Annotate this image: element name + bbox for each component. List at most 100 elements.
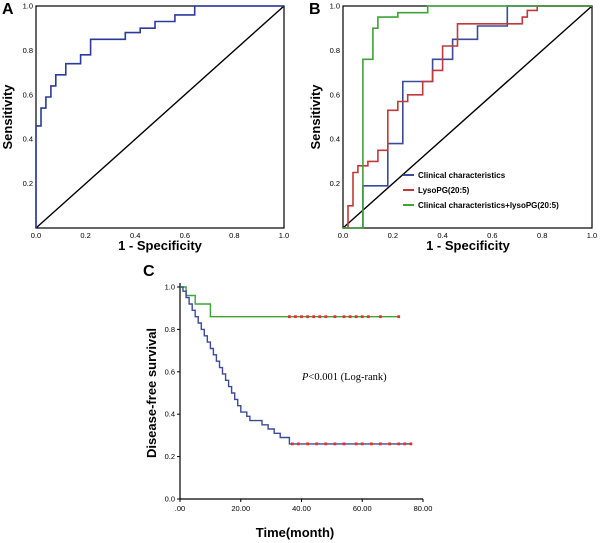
censor-marker [403,442,407,446]
panel-a-reference-line [35,5,285,229]
panel-a-x-label: 1 - Specificity [118,238,203,253]
panel-a-y-tick-label: 0.4 [23,135,33,144]
panel-b: B 0.0 0.2 0.4 0.6 0.8 1.0 0.2 0.4 0.6 0.8 1.0 Cli… [308,1,597,253]
panel-a-letter: A [2,1,14,18]
censor-marker [354,442,358,446]
panel-c-x-ticks: .00 20.00 40.00 60.00 80.00 [175,499,433,513]
panel-a-y-label: Sensitivity [0,84,15,150]
panel-c-y-tick-label: 1.0 [165,283,175,292]
panel-b-x-ticks: 0.0 0.2 0.4 0.6 0.8 1.0 [338,231,597,240]
panel-a-x-tick-label: 0.8 [229,231,239,240]
panel-c-y-label: Disease-free survival [144,328,159,458]
censor-marker [388,442,391,446]
panel-b-x-tick-label: 0.6 [487,231,497,240]
panel-c-x-tick-label: 60.00 [353,504,372,513]
panel-c-annotation: P<0.001 (Log-rank) [301,372,387,383]
panel-b-x-tick-label: 0.8 [537,231,547,240]
panel-b-y-tick-label: 0.2 [330,179,340,188]
panel-b-roc-curves [343,5,592,229]
panel-c-y-tick-label: 0.0 [165,495,175,504]
censor-marker [297,442,300,446]
censor-marker [300,315,303,319]
panel-a-y-tick-label: 0.8 [23,46,33,55]
panel-b-x-label: 1 - Specificity [426,238,511,253]
panel-b-x-tick-label: 0.2 [388,231,398,240]
censor-marker [318,315,322,319]
panel-b-y-tick-label: 0.8 [330,46,340,55]
panel-c-x-tick-label: .00 [175,504,185,513]
censor-marker [312,315,316,319]
panel-c-x-label: Time(month) [256,525,334,540]
censor-marker [397,442,401,446]
panel-c-x-tick-label: 20.00 [231,504,250,513]
panel-a-y-tick-label: 0.2 [23,179,33,188]
panel-c-censor-marks [287,315,413,446]
panel-a: A 0.0 0.2 0.4 0.6 0.8 1.0 0.2 0.4 0.6 0.8 1.0 1 -… [0,1,289,253]
panel-a-x-tick-label: 0.2 [80,231,90,240]
censor-marker [324,442,328,446]
censor-marker [360,442,364,446]
panel-a-roc-curve [35,5,284,228]
censor-marker [360,315,364,319]
censor-marker [342,442,346,446]
panel-a-y-tick-label: 0.6 [23,90,33,99]
panel-b-y-tick-label: 0.4 [330,135,340,144]
panel-a-x-ticks: 0.0 0.2 0.4 0.6 0.8 1.0 [31,231,289,240]
panel-b-x-tick-label: 0.0 [338,231,348,240]
censor-marker [366,315,370,319]
panel-c-y-tick-label: 0.6 [165,367,175,376]
panel-c-curve-blue [180,286,411,445]
panel-c-x-tick-label: 40.00 [292,504,311,513]
censor-marker [315,442,319,446]
panel-c-curve-green [180,286,399,318]
panel-c-y-tick-label: 0.2 [165,452,175,461]
panel-c-survival-curves [180,286,411,445]
censor-marker [369,442,373,446]
panel-a-y-ticks: 0.2 0.4 0.6 0.8 1.0 [23,2,33,189]
panel-b-letter: B [309,1,321,18]
panel-c-y-tick-label: 0.4 [165,410,175,419]
censor-marker [290,442,294,446]
censor-marker [324,315,328,319]
censor-marker [333,442,337,446]
censor-marker [342,315,346,319]
legend-label: Clinical characteristics [418,171,506,180]
censor-marker [333,315,337,319]
censor-marker [397,315,401,319]
panel-b-y-label: Sensitivity [308,84,323,150]
censor-marker [379,442,382,446]
panel-b-x-tick-label: 1.0 [587,231,597,240]
censor-marker [379,315,382,319]
panel-a-plot-area [35,5,285,229]
panel-b-y-tick-label: 0.6 [330,90,340,99]
panel-c-annotation-text: <0.001 (Log-rank) [308,372,387,383]
panel-c-letter: C [143,263,155,280]
panel-a-y-tick-label: 1.0 [23,2,33,11]
censor-marker [306,442,309,446]
censor-marker [409,442,413,446]
censor-marker [348,315,352,319]
panel-c: C .00 20.00 40.00 60.00 80.00 0.00.20.40.60.… [143,263,432,540]
legend-label: Clinical characteristics+lysoPG(20:5) [418,201,559,210]
legend-label: LysoPG(20:5) [418,186,470,195]
panel-c-annotation-p: P [301,372,309,383]
panel-a-x-tick-label: 0.6 [180,231,190,240]
censor-marker [354,315,358,319]
panel-a-x-tick-label: 0.0 [31,231,41,240]
panel-c-y-tick-label: 0.8 [165,325,175,334]
panel-a-x-tick-label: 1.0 [279,231,289,240]
panel-c-y-ticks: 0.0 0.2 0.4 0.6 0.8 1.0 [165,283,180,504]
panel-b-curve-lysopg [343,5,592,229]
panel-b-x-tick-label: 0.4 [437,231,447,240]
censor-marker [306,315,309,319]
panel-b-curve-combined [343,5,592,229]
panel-b-y-tick-label: 1.0 [330,2,340,11]
panel-a-x-tick-label: 0.4 [130,231,140,240]
panel-b-reference-line [342,5,593,229]
panel-b-legend: Clinical characteristics LysoPG(20:5) Clin… [403,171,559,210]
censor-marker [287,315,291,319]
panel-b-y-ticks: 0.2 0.4 0.6 0.8 1.0 [330,2,340,189]
panel-c-x-tick-label: 80.00 [414,504,433,513]
censor-marker [294,315,297,319]
